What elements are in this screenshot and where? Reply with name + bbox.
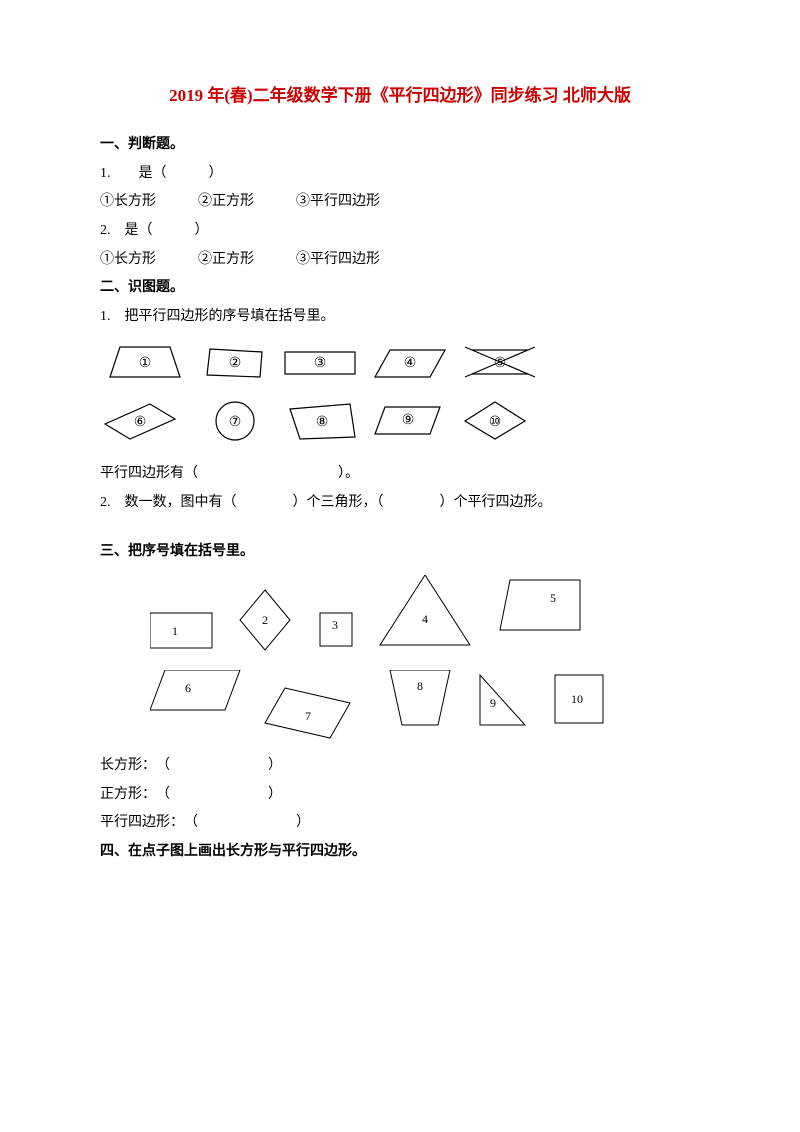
shape-label: 9 (490, 696, 496, 710)
s3-shapes-row2: 6 7 8 9 10 (150, 670, 700, 745)
shape-label: 5 (550, 591, 556, 605)
page-title: 2019 年(春)二年级数学下册《平行四边形》同步练习 北师大版 (100, 80, 700, 112)
shapes-svg-row1: ① ② ③ ④ ⑤ (100, 342, 560, 387)
shape-label: 4 (422, 612, 428, 626)
shape-label: ① (139, 356, 152, 371)
section2-heading: 二、识图题。 (100, 275, 700, 302)
shape-label: 2 (262, 613, 268, 627)
shape-label: ⑤ (494, 356, 507, 371)
s3-ans2: 正方形： （ ） (100, 782, 700, 809)
s3-shapes-row1: 1 2 3 4 5 (150, 575, 700, 660)
shape-label: 6 (185, 681, 191, 695)
shape-label: 1 (172, 624, 178, 638)
s1-q2-line1: 2. 是（ ） (100, 218, 700, 245)
s1-q2-line2: ①长方形 ②正方形 ③平行四边形 (100, 247, 700, 274)
s1-q1-line2: ①长方形 ②正方形 ③平行四边形 (100, 189, 700, 216)
s2-q1: 1. 把平行四边形的序号填在括号里。 (100, 304, 700, 331)
s2-shapes-row2: ⑥ ⑦ ⑧ ⑨ ⑩ (100, 399, 700, 447)
s2-shapes-row1: ① ② ③ ④ ⑤ (100, 342, 700, 387)
shape-label: ⑥ (134, 415, 147, 430)
section1-heading: 一、判断题。 (100, 132, 700, 159)
shape-label: ④ (404, 356, 417, 371)
section4-heading: 四、在点子图上画出长方形与平行四边形。 (100, 839, 700, 866)
shape-label: 3 (332, 618, 338, 632)
s2-q1-ans: 平行四边形有（ ）。 (100, 461, 700, 488)
s3-ans1: 长方形： （ ） (100, 753, 700, 780)
s3-shapes-svg-row2: 6 7 8 9 10 (150, 670, 670, 745)
shape-label: ⑦ (229, 415, 242, 430)
s3-shapes-svg-row1: 1 2 3 4 5 (150, 575, 670, 660)
shape-label: ② (229, 356, 242, 371)
shape-label: ⑧ (316, 415, 329, 430)
s3-ans3: 平行四边形： （ ） (100, 810, 700, 837)
section3-heading: 三、把序号填在括号里。 (100, 539, 700, 566)
s1-q1-line1: 1. 是（ ） (100, 161, 700, 188)
s2-q2: 2. 数一数，图中有（ ）个三角形，（ ）个平行四边形。 (100, 490, 700, 517)
shape-label: 8 (417, 679, 423, 693)
shape-label: 7 (305, 709, 311, 723)
shape-label: ⑩ (489, 415, 502, 430)
shapes-svg-row2: ⑥ ⑦ ⑧ ⑨ ⑩ (100, 399, 560, 447)
shape-label: 10 (571, 692, 583, 706)
shape-label: ③ (314, 356, 327, 371)
shape-label: ⑨ (402, 413, 415, 428)
